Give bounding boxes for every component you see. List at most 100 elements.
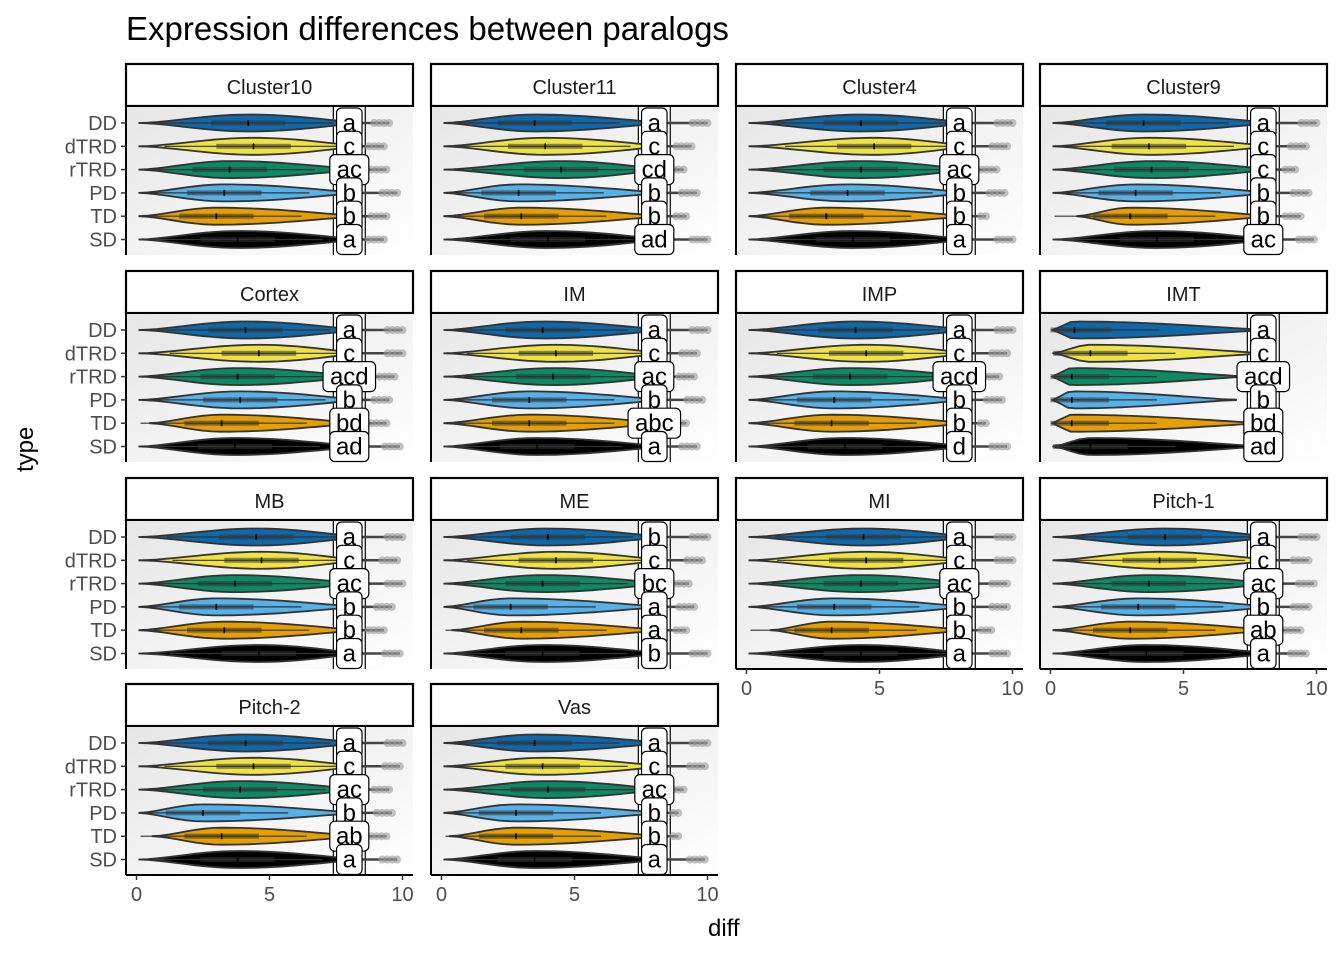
significance-label: c	[953, 133, 965, 160]
y-tick-label: DD	[88, 113, 117, 135]
outlier-point	[1289, 602, 1298, 611]
facet-strip	[124, 476, 415, 522]
significance-label: c	[648, 340, 660, 367]
facet-strip-label: ME	[560, 491, 590, 513]
significance-label: a	[1257, 524, 1271, 551]
outlier-point	[677, 349, 686, 358]
y-tick-label: dTRD	[65, 136, 117, 158]
significance-label: c	[1257, 547, 1269, 574]
outlier-point	[367, 832, 376, 841]
significance-label: ac	[1251, 227, 1276, 254]
outlier-point	[688, 533, 697, 541]
facet-strip-label: Pitch-2	[238, 697, 300, 719]
significance-label: b	[1257, 203, 1270, 230]
outlier-point	[370, 785, 379, 794]
outlier-point	[1281, 626, 1290, 635]
y-tick-label: TD	[90, 620, 117, 642]
significance-label: a	[953, 524, 967, 551]
facet-strip	[429, 62, 720, 108]
facet-strip	[1038, 269, 1329, 315]
outlier-point	[372, 808, 381, 817]
significance-label: a	[1257, 641, 1271, 668]
facet-strip-label: Cluster4	[842, 77, 916, 99]
significance-label: b	[648, 524, 661, 551]
significance-label: a	[343, 227, 357, 254]
outlier-point	[1297, 533, 1306, 541]
significance-label: a	[953, 641, 967, 668]
y-tick-label: rTRD	[69, 574, 117, 596]
x-tick-label: 5	[1178, 678, 1189, 700]
x-tick-label: 10	[391, 884, 413, 906]
outlier-point	[976, 419, 985, 428]
significance-label-box	[335, 223, 363, 256]
outlier-point	[383, 533, 392, 541]
y-tick-label: PD	[89, 803, 117, 825]
outlier-point	[1294, 235, 1303, 244]
y-tick-label: TD	[90, 206, 117, 228]
significance-label-box	[1243, 223, 1284, 256]
outlier-point	[688, 119, 697, 127]
significance-label-box	[945, 223, 973, 256]
significance-label: b	[953, 387, 966, 414]
outlier-point	[375, 372, 384, 381]
outlier-point	[364, 626, 373, 635]
significance-label: a	[648, 110, 662, 137]
significance-label: ad	[641, 227, 668, 254]
y-tick-label: dTRD	[65, 343, 117, 365]
outlier-point	[977, 626, 986, 635]
significance-label: b	[1257, 180, 1270, 207]
outlier-point	[378, 188, 387, 197]
outlier-point	[367, 419, 376, 428]
outlier-point	[372, 602, 381, 611]
x-tick-label: 10	[1305, 678, 1327, 700]
significance-label: c	[343, 340, 355, 367]
outlier-point	[383, 739, 392, 747]
x-tick-label: 5	[874, 678, 885, 700]
facet-strip	[734, 269, 1025, 315]
y-tick-label: SD	[89, 230, 117, 252]
outlier-point	[683, 395, 692, 404]
outlier-point	[672, 212, 681, 221]
significance-label: b	[343, 594, 356, 621]
outlier-point	[383, 579, 392, 588]
facet-strip-label: IMP	[862, 284, 898, 306]
box-iqr	[1050, 420, 1110, 426]
significance-label-box	[640, 430, 668, 463]
significance-label: b	[648, 800, 661, 827]
y-tick-label: rTRD	[69, 367, 117, 389]
significance-label: b	[343, 800, 356, 827]
significance-label-box	[945, 430, 973, 463]
facet-strip-label: Cluster11	[532, 77, 616, 99]
significance-label: a	[343, 847, 357, 874]
y-tick-label: TD	[90, 826, 117, 848]
outlier-point	[993, 533, 1002, 541]
y-tick-label: SD	[89, 644, 117, 666]
significance-label: a	[1257, 110, 1271, 137]
significance-label: b	[648, 180, 661, 207]
outlier-point	[683, 556, 692, 565]
x-axis-title: diff	[708, 915, 740, 942]
significance-label: b	[648, 203, 661, 230]
significance-label: c	[1257, 133, 1269, 160]
significance-label: a	[648, 317, 662, 344]
significance-label: c	[953, 340, 965, 367]
significance-label: b	[648, 641, 661, 668]
significance-label: b	[343, 203, 356, 230]
significance-label: b	[343, 387, 356, 414]
outlier-point	[364, 142, 373, 151]
y-tick-label: PD	[89, 390, 117, 412]
significance-label: a	[343, 524, 357, 551]
y-tick-label: DD	[88, 320, 117, 342]
significance-label: b	[953, 410, 966, 437]
significance-label: c	[1257, 157, 1269, 184]
facet-strip	[1038, 476, 1329, 522]
outlier-point	[378, 556, 387, 565]
y-tick-label: PD	[89, 183, 117, 205]
outlier-point	[988, 142, 997, 151]
facet-strip-label: Vas	[558, 697, 591, 719]
